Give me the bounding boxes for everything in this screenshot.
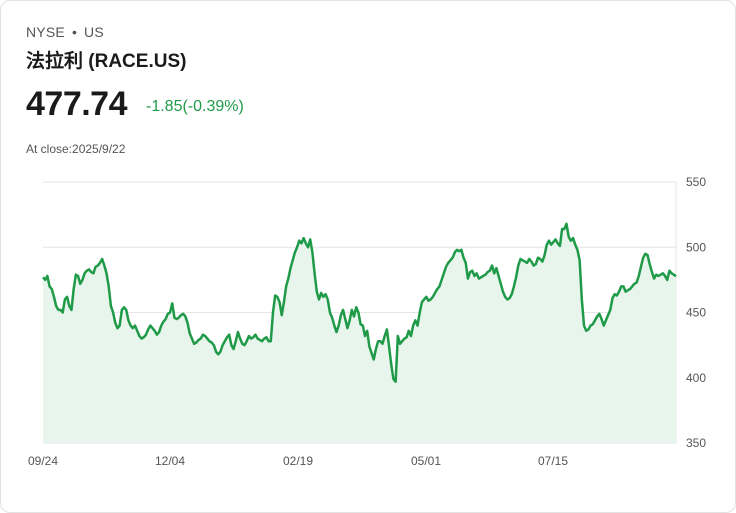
price-line	[42, 222, 677, 383]
y-tick-label: 350	[686, 436, 706, 450]
x-tick-label: 12/04	[155, 454, 185, 468]
price-chart[interactable]: 550 500 450 400 350 09/24 12/04 02/19 05/01 07/1…	[0, 160, 736, 470]
close-date: At close:2025/9/22	[26, 142, 126, 156]
exchange-line: NYSE • US	[26, 24, 104, 40]
price-area-fill	[43, 223, 676, 443]
y-tick-label: 500	[686, 240, 706, 254]
stock-name: 法拉利 (RACE.US)	[26, 51, 187, 72]
x-tick-label: 02/19	[283, 454, 313, 468]
x-axis-ticks: 09/24 12/04 02/19 05/01 07/15	[28, 454, 568, 468]
x-tick-label: 05/01	[411, 454, 441, 468]
exchange-name: NYSE	[26, 24, 65, 40]
x-tick-label: 09/24	[28, 454, 58, 468]
price-change: -1.85(-0.39%)	[146, 98, 244, 115]
y-tick-label: 400	[686, 371, 706, 385]
y-axis-ticks: 550 500 450 400 350	[686, 175, 706, 450]
stock-price: 477.74	[26, 85, 128, 123]
market-name: US	[84, 24, 104, 40]
x-tick-label: 07/15	[538, 454, 568, 468]
y-tick-label: 450	[686, 306, 706, 320]
separator-dot: •	[71, 24, 78, 40]
y-tick-label: 550	[686, 175, 706, 189]
